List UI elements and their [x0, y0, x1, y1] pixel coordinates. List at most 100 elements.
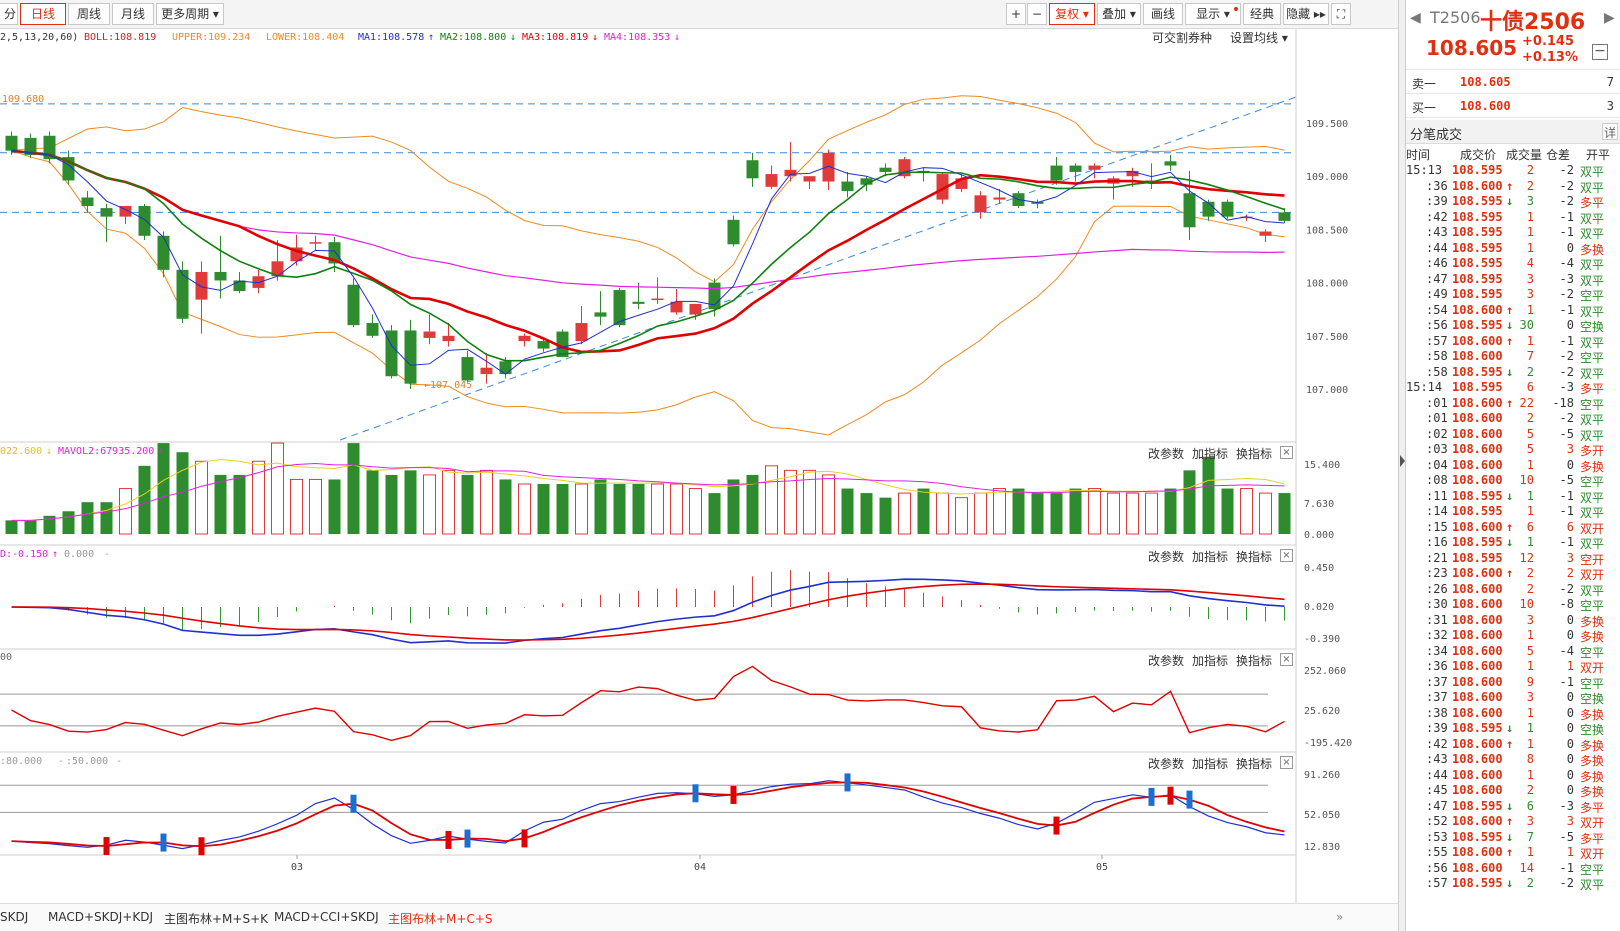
ma3-line	[11, 149, 1285, 354]
period-day-button[interactable]: 日线	[20, 3, 66, 25]
tick-arrow: ↑	[1506, 845, 1514, 859]
mavol1-line	[11, 458, 1285, 521]
tick-price: 108.600	[1452, 783, 1503, 797]
draw-line-button[interactable]: 画线	[1143, 3, 1183, 25]
tick-price: 108.600	[1452, 411, 1503, 425]
tick-type: 多平	[1580, 382, 1605, 396]
tab-skdj[interactable]: SKDJ	[0, 910, 29, 924]
tick-price: 108.595	[1452, 488, 1503, 503]
adjust-price-dropdown[interactable]: 复权 ▾	[1049, 3, 1095, 25]
edit-params-link[interactable]: 改参数	[1148, 654, 1185, 668]
ticks-detail-button[interactable]: 详	[1602, 123, 1618, 140]
tab-boll-m-s-k[interactable]: 主图布林+M+S+K	[164, 912, 269, 926]
candle-body	[252, 276, 265, 288]
chart-area[interactable]: 109.500 109.000 108.500 108.000 107.500 107.0…	[0, 29, 1398, 903]
hide-panel-button[interactable]: 隐藏 ▸▸	[1283, 3, 1329, 25]
ask-row: 卖一 108.605 7	[1406, 72, 1620, 94]
switch-indicator-link[interactable]: 换指标	[1236, 654, 1273, 668]
period-minute-button[interactable]: 分钟	[0, 3, 18, 25]
overlay-dropdown[interactable]: 叠加 ▾	[1097, 3, 1141, 25]
more-periods-dropdown[interactable]: 更多周期 ▾	[156, 3, 224, 25]
add-indicator-link[interactable]: 加指标	[1192, 654, 1229, 668]
tick-time: :46	[1426, 256, 1448, 270]
candle-body	[423, 331, 436, 338]
volume-bar	[43, 515, 56, 534]
tick-oi-change: 0	[1566, 721, 1574, 735]
set-ma-dropdown[interactable]: 设置均线 ▾	[1230, 31, 1288, 45]
tick-price: 108.595	[1452, 876, 1503, 890]
deliverable-bonds-link[interactable]: 可交割券种	[1152, 31, 1213, 45]
tick-time: :36	[1426, 178, 1448, 193]
switch-indicator-link[interactable]: 换指标	[1236, 757, 1273, 771]
collapse-icon[interactable]: −	[1592, 44, 1608, 60]
panel-splitter[interactable]	[1398, 0, 1406, 931]
tick-oi-change: -3	[1559, 271, 1574, 286]
zoom-out-button[interactable]: −	[1027, 3, 1047, 25]
tick-type: 双开	[1580, 847, 1605, 861]
close-panel-icon[interactable]: ×	[1280, 756, 1293, 769]
tab-boll-m-c-s[interactable]: 主图布林+M+C+S	[388, 912, 493, 926]
candle-body	[1126, 170, 1139, 177]
dea-line	[11, 583, 1285, 641]
candle-body	[138, 205, 151, 236]
classic-button[interactable]: 经典	[1243, 3, 1281, 25]
candle-body	[480, 367, 493, 375]
tick-oi-change: 0	[1566, 318, 1574, 332]
tick-volume: 1	[1526, 302, 1534, 317]
volume-bars	[5, 442, 1291, 535]
period-month-button[interactable]: 月线	[112, 3, 154, 25]
switch-indicator-link[interactable]: 换指标	[1236, 447, 1273, 461]
period-week-button[interactable]: 周线	[68, 3, 110, 25]
tick-volume: 8	[1526, 752, 1534, 766]
tick-oi-change: -5	[1559, 426, 1574, 441]
add-indicator-link[interactable]: 加指标	[1192, 550, 1229, 564]
fullscreen-icon[interactable]: ⛶	[1331, 3, 1351, 25]
volume-bar	[24, 520, 37, 534]
candle-body	[727, 219, 740, 245]
scroll-right-icon[interactable]: »	[1336, 910, 1344, 924]
volume-bar	[499, 479, 512, 534]
zoom-in-button[interactable]: +	[1006, 3, 1026, 25]
volume-bar	[784, 469, 797, 535]
tick-oi-change: 0	[1566, 783, 1574, 797]
add-indicator-link[interactable]: 加指标	[1192, 757, 1229, 771]
close-panel-icon[interactable]: ×	[1280, 446, 1293, 459]
edit-params-link[interactable]: 改参数	[1148, 447, 1185, 461]
switch-indicator-link[interactable]: 换指标	[1236, 550, 1273, 564]
close-panel-icon[interactable]: ×	[1280, 549, 1293, 562]
tick-type: 空开	[1580, 552, 1605, 567]
tab-macd-cci-skdj[interactable]: MACD+CCI+SKDJ	[274, 910, 379, 924]
collapse-arrow-icon[interactable]	[1400, 455, 1405, 467]
tick-row: :02 108.600 5 -5 双平	[1406, 427, 1620, 443]
tick-oi-change: -1	[1559, 674, 1574, 689]
candle-body	[822, 152, 835, 182]
tick-type: 双开	[1580, 816, 1605, 830]
edit-params-link[interactable]: 改参数	[1148, 757, 1185, 771]
tick-price: 108.600	[1452, 349, 1503, 363]
tick-oi-change: 0	[1566, 240, 1574, 255]
tick-price: 108.595	[1452, 225, 1503, 239]
candle-body	[1183, 193, 1196, 228]
tick-price: 108.600	[1452, 705, 1503, 720]
tick-type: 多开	[1580, 444, 1605, 458]
volume-bar	[1069, 488, 1082, 534]
tick-price: 108.600	[1452, 581, 1503, 596]
volume-bar	[974, 492, 987, 535]
add-indicator-link[interactable]: 加指标	[1192, 447, 1229, 461]
volume-bar	[556, 484, 569, 534]
volume-bar	[100, 502, 113, 534]
tick-volume: 1	[1526, 721, 1534, 735]
display-dropdown[interactable]: 显示 ▾	[1185, 3, 1241, 25]
tick-type: 双开	[1580, 568, 1605, 582]
tick-price: 108.600	[1452, 845, 1503, 859]
edit-params-link[interactable]: 改参数	[1148, 550, 1185, 564]
macd-panel	[11, 570, 1285, 644]
close-panel-icon[interactable]: ×	[1280, 653, 1293, 666]
candle-body	[556, 331, 569, 358]
tick-oi-change: 3	[1566, 442, 1574, 456]
tab-macd-skdj-kdj[interactable]: MACD+SKDJ+KDJ	[48, 910, 153, 924]
next-contract-icon[interactable]: ▶	[1604, 10, 1615, 26]
skdj-cross-marker	[103, 837, 110, 856]
tick-row: :57 108.595 ↓ 2 -2 双平	[1406, 876, 1620, 892]
prev-contract-icon[interactable]: ◀	[1410, 10, 1421, 26]
